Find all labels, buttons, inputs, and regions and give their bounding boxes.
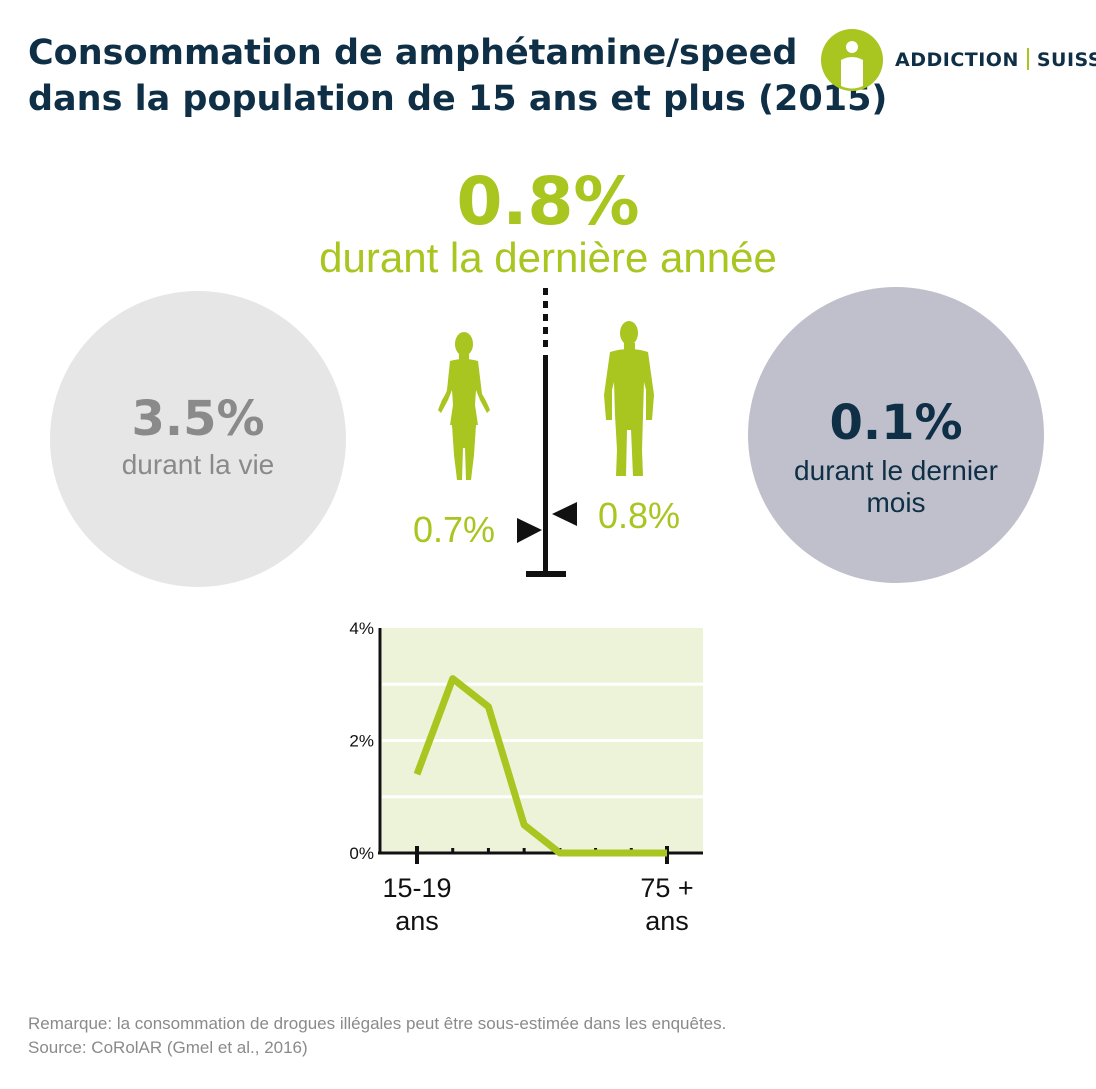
logo-separator [1026, 48, 1029, 70]
svg-text:ans: ans [395, 906, 439, 936]
logo-text: ADDICTION SUISSE [895, 48, 1096, 71]
base-bar [526, 571, 566, 577]
y-tick-label: 0% [349, 844, 374, 863]
lifetime-value: 3.5% [131, 391, 265, 447]
logo-icon [821, 29, 883, 91]
y-axis-ticks: 0% 2% 4% [349, 619, 374, 863]
addiction-suisse-logo: ADDICTION SUISSE [820, 28, 1096, 92]
y-tick-label: 2% [349, 732, 374, 751]
page-title: Consommation de amphétamine/speed dans l… [28, 30, 888, 122]
women-percentage: 0.7% [413, 509, 496, 550]
woman-icon [438, 332, 490, 480]
series-line [413, 675, 667, 857]
arrow-right-icon [517, 518, 542, 543]
chart-gridlines [382, 682, 703, 799]
footer-note: Remarque: la consommation de drogues ill… [28, 1014, 727, 1033]
svg-text:15-19: 15-19 [382, 873, 451, 903]
timeline-scale [517, 288, 577, 577]
footer-source: Source: CoRolAR (Gmel et al., 2016) [28, 1038, 308, 1057]
last-month-value: 0.1% [829, 395, 963, 451]
svg-text:ans: ans [645, 906, 689, 936]
logo-word-suisse: SUISSE [1036, 49, 1096, 71]
last-year-value: 0.8% [456, 163, 640, 240]
title-line-1: Consommation de amphétamine/speed [28, 33, 798, 73]
y-tick-label: 4% [349, 619, 374, 638]
svg-text:75 +: 75 + [640, 873, 693, 903]
man-icon [604, 321, 654, 476]
dotted-line [543, 288, 548, 347]
last-month-circle: 0.1% durant le dernier mois [748, 287, 1044, 583]
lifetime-circle: 3.5% durant la vie [50, 291, 346, 587]
x-label-first: 15-19 ans [382, 873, 451, 936]
vertical-bar [543, 355, 548, 575]
last-month-label: durant le dernier mois [794, 455, 998, 518]
x-axis-ticks [415, 846, 669, 864]
logo-word-addiction: ADDICTION [895, 49, 1019, 71]
x-label-last: 75 + ans [640, 873, 693, 936]
arrow-left-icon [552, 502, 577, 526]
men-percentage: 0.8% [598, 495, 681, 536]
last-year-label: durant la dernière année [319, 234, 777, 281]
lifetime-label: durant la vie [121, 449, 275, 480]
age-line-chart: 0% 2% 4% 15-19 ans 75 + ans [349, 619, 703, 936]
title-line-2: dans la population de 15 ans et plus (20… [28, 79, 888, 119]
